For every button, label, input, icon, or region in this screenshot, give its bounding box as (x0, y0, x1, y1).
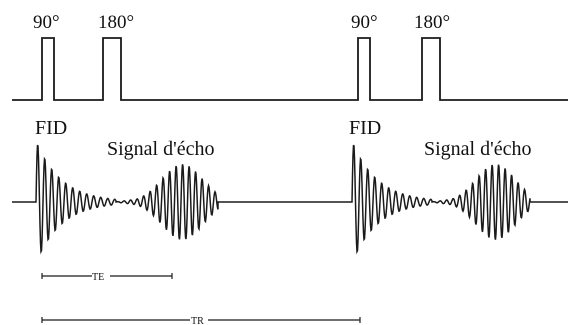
signal-waveform (12, 144, 568, 255)
echo-signal-label-first: Signal d'écho (107, 138, 214, 160)
pulse-label-90-second: 90° (351, 12, 378, 33)
echo-signal-label-second: Signal d'écho (424, 138, 531, 160)
fid-label-first: FID (35, 117, 67, 139)
pulse-label-180-second: 180° (414, 12, 450, 33)
te-interval-marker: TE (41, 272, 173, 283)
fid-label-second: FID (349, 117, 381, 139)
tr-interval-marker: TR (41, 316, 361, 325)
tr-label: TR (191, 316, 204, 325)
te-label: TE (92, 272, 104, 283)
rf-pulse-train (12, 37, 568, 101)
pulse-label-180-first: 180° (98, 12, 134, 33)
pulse-label-90-first: 90° (33, 12, 60, 33)
